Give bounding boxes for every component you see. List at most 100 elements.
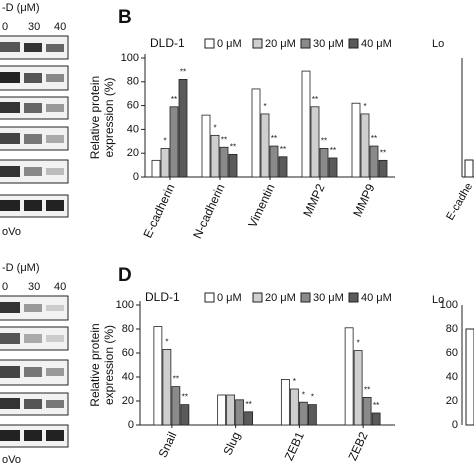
bar [151, 159, 161, 178]
dose-label: 30 [28, 21, 40, 33]
y-tick-label: 0 [128, 419, 134, 431]
legend-label: 30 μM [313, 292, 344, 304]
legend-swatch [252, 38, 263, 49]
significance-label: ** [221, 135, 227, 144]
blot-strips [0, 35, 69, 218]
y-axis-label: Relative protein [88, 323, 102, 406]
legend-label: 40 μM [361, 38, 392, 50]
legend-label: 0 μM [217, 292, 242, 304]
significance-label: ** [171, 95, 177, 104]
bar [217, 394, 227, 426]
partial-tick-label: 60 [446, 347, 458, 359]
bar [278, 156, 288, 178]
dose-label: 0 [2, 281, 8, 293]
bar [201, 114, 211, 178]
dose-label: 40 [54, 21, 66, 33]
legend-label: 30 μM [313, 38, 344, 50]
legend-label: 20 μM [265, 38, 296, 50]
bar [169, 106, 179, 178]
legend-label: 0 μM [217, 38, 242, 50]
bar [153, 326, 163, 426]
significance-label: * [311, 393, 314, 402]
y-tick-label: 80 [122, 323, 134, 335]
x-tick-label: Slug [220, 430, 243, 458]
significance-label: ** [280, 145, 286, 154]
partial-tick-label: 20 [446, 395, 458, 407]
legend-swatch [252, 292, 263, 303]
partial-tick-label: 0 [452, 419, 458, 431]
significance-label: * [163, 137, 166, 146]
bar [319, 148, 329, 178]
significance-label: * [302, 390, 305, 399]
significance-label: ** [380, 148, 386, 157]
bar [180, 404, 190, 426]
legend-swatch [348, 292, 359, 303]
bar [251, 88, 261, 178]
y-axis-label: Relative protein [88, 76, 102, 159]
bar [362, 396, 372, 426]
bar [289, 388, 299, 426]
significance-label: ** [246, 400, 252, 409]
bar [269, 145, 279, 178]
significance-label: ** [312, 95, 318, 104]
partial-tick-label: 80 [446, 323, 458, 335]
partial-bar [465, 328, 474, 426]
significance-label: ** [373, 401, 379, 410]
y-tick-label: 100 [116, 299, 134, 311]
bar [310, 106, 320, 178]
y-tick-label: 20 [122, 395, 134, 407]
bar [162, 348, 172, 426]
blot-header: -D (μM) [2, 2, 40, 14]
bar [353, 350, 363, 426]
x-tick-label: ZEB1 [282, 429, 308, 462]
legend-swatch [300, 38, 311, 49]
x-tick-label: Snail [156, 430, 180, 460]
y-axis-label: expression (%) [102, 325, 116, 405]
partial-title: Lo [432, 38, 444, 50]
bar [210, 134, 220, 178]
bar [307, 404, 317, 426]
bar [371, 412, 381, 426]
partial-bar [464, 159, 474, 178]
bar [378, 159, 388, 178]
chart-title: DLD-1 [145, 290, 180, 304]
significance-label: ** [173, 375, 179, 384]
significance-label: * [263, 102, 266, 111]
x-tick-label: E-cadherin [140, 182, 177, 241]
significance-label: ** [180, 68, 186, 77]
bar [280, 378, 290, 426]
legend-swatch [204, 292, 215, 303]
legend-swatch [204, 38, 215, 49]
significance-label: * [363, 102, 366, 111]
bar [351, 102, 361, 178]
bar [160, 148, 170, 178]
y-tick-label: 60 [122, 347, 134, 359]
significance-label: ** [321, 137, 327, 146]
chart-title: DLD-1 [150, 36, 185, 50]
bar [171, 386, 181, 426]
dose-label: 30 [28, 281, 40, 293]
significance-label: ** [230, 142, 236, 151]
blot-header: -D (μM) [2, 262, 40, 274]
legend-label: 20 μM [265, 292, 296, 304]
significance-label: * [165, 338, 168, 347]
dose-label: 40 [54, 281, 66, 293]
y-tick-label: 20 [127, 147, 139, 159]
partial-tick-label: 40 [446, 371, 458, 383]
bar [260, 113, 270, 178]
y-tick-label: 80 [127, 76, 139, 88]
partial-title: Lo [432, 294, 444, 306]
y-tick-label: 40 [122, 371, 134, 383]
cell-line: oVo [2, 226, 21, 238]
significance-label: * [213, 123, 216, 132]
significance-label: ** [364, 386, 370, 395]
bar [298, 401, 308, 426]
bar [360, 113, 370, 178]
bar [301, 70, 311, 178]
dose-label: 0 [2, 21, 8, 33]
y-tick-label: 100 [121, 52, 139, 64]
bar [228, 153, 238, 178]
bar [369, 145, 379, 178]
partial-category: E-cadhe [444, 181, 474, 222]
